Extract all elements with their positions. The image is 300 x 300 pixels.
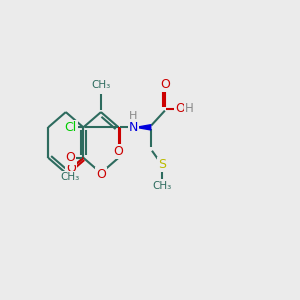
Text: CH₃: CH₃ [91,80,111,90]
Text: N: N [129,121,138,134]
Text: CH₃: CH₃ [61,172,80,182]
Text: S: S [158,158,166,171]
Text: H: H [129,111,138,121]
Text: O: O [96,168,106,182]
Text: O: O [66,151,75,164]
Text: O: O [114,145,124,158]
Text: CH₃: CH₃ [152,181,171,191]
Text: O: O [66,162,76,175]
Text: O: O [175,102,185,115]
Text: O: O [160,79,170,92]
Text: H: H [185,102,194,115]
Text: Cl: Cl [64,121,76,134]
Polygon shape [136,125,151,130]
